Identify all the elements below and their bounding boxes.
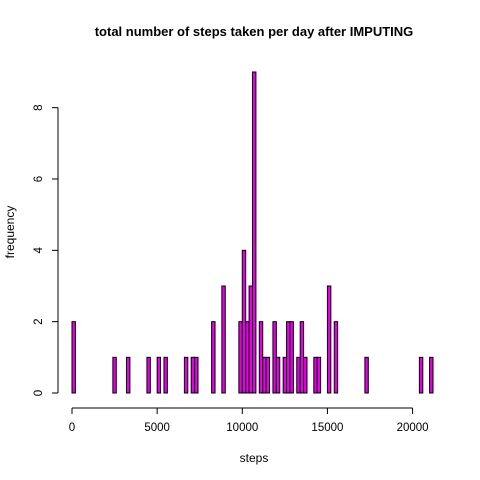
histogram-bar: [282, 356, 288, 394]
histogram-bar: [296, 356, 301, 394]
x-axis-label: steps: [240, 451, 269, 465]
histogram-bar: [238, 321, 243, 394]
histogram-bar: [275, 356, 281, 394]
histogram-bar: [248, 285, 253, 394]
histogram-bar: [313, 356, 318, 394]
y-tick-label: 8: [33, 104, 45, 110]
histogram-bar: [241, 249, 247, 394]
y-tick-label: 2: [33, 318, 45, 324]
histogram-bar: [333, 321, 339, 394]
histogram-bar: [289, 321, 294, 394]
axes-layer: 0 5000 10000 15000 20000 0 2 4 6 8: [33, 104, 429, 434]
x-tick-label: 0: [69, 422, 75, 434]
histogram-bar: [112, 356, 117, 394]
histogram-bar: [252, 71, 257, 394]
histogram-bar: [211, 321, 216, 394]
histogram-bar: [183, 356, 189, 394]
x-tick-label: 5000: [144, 422, 170, 434]
histogram-bar: [286, 321, 291, 394]
histogram-bar: [163, 356, 168, 394]
histogram-bar: [71, 321, 76, 394]
y-tick-label: 0: [33, 390, 45, 396]
histogram-bar: [262, 356, 267, 394]
y-tick-label: 4: [33, 247, 45, 254]
histogram-bar: [258, 321, 264, 394]
histogram-bar: [272, 321, 277, 394]
histogram-bar: [299, 321, 305, 394]
histogram-bar: [326, 285, 332, 394]
histogram-bar: [245, 321, 250, 394]
histogram-bar: [265, 356, 271, 394]
y-axis-label: frequency: [3, 206, 17, 259]
histogram-bar: [316, 356, 322, 394]
histogram-bar: [303, 356, 308, 394]
x-tick-label: 15000: [311, 422, 343, 434]
y-tick-label: 6: [33, 176, 45, 182]
histogram-bar: [194, 356, 199, 394]
histogram-bar: [364, 356, 369, 394]
histogram-bar: [156, 356, 162, 394]
histogram-bar: [418, 356, 424, 394]
x-tick-label: 20000: [397, 422, 429, 434]
x-tick-label: 10000: [226, 422, 258, 434]
histogram-bar: [146, 356, 151, 394]
chart-title: total number of steps taken per day afte…: [95, 24, 414, 39]
histogram-bar: [125, 356, 131, 394]
histogram-bar: [190, 356, 196, 394]
bars-layer: [71, 71, 434, 394]
histogram-bar: [429, 356, 434, 394]
histogram-bar: [221, 285, 226, 394]
